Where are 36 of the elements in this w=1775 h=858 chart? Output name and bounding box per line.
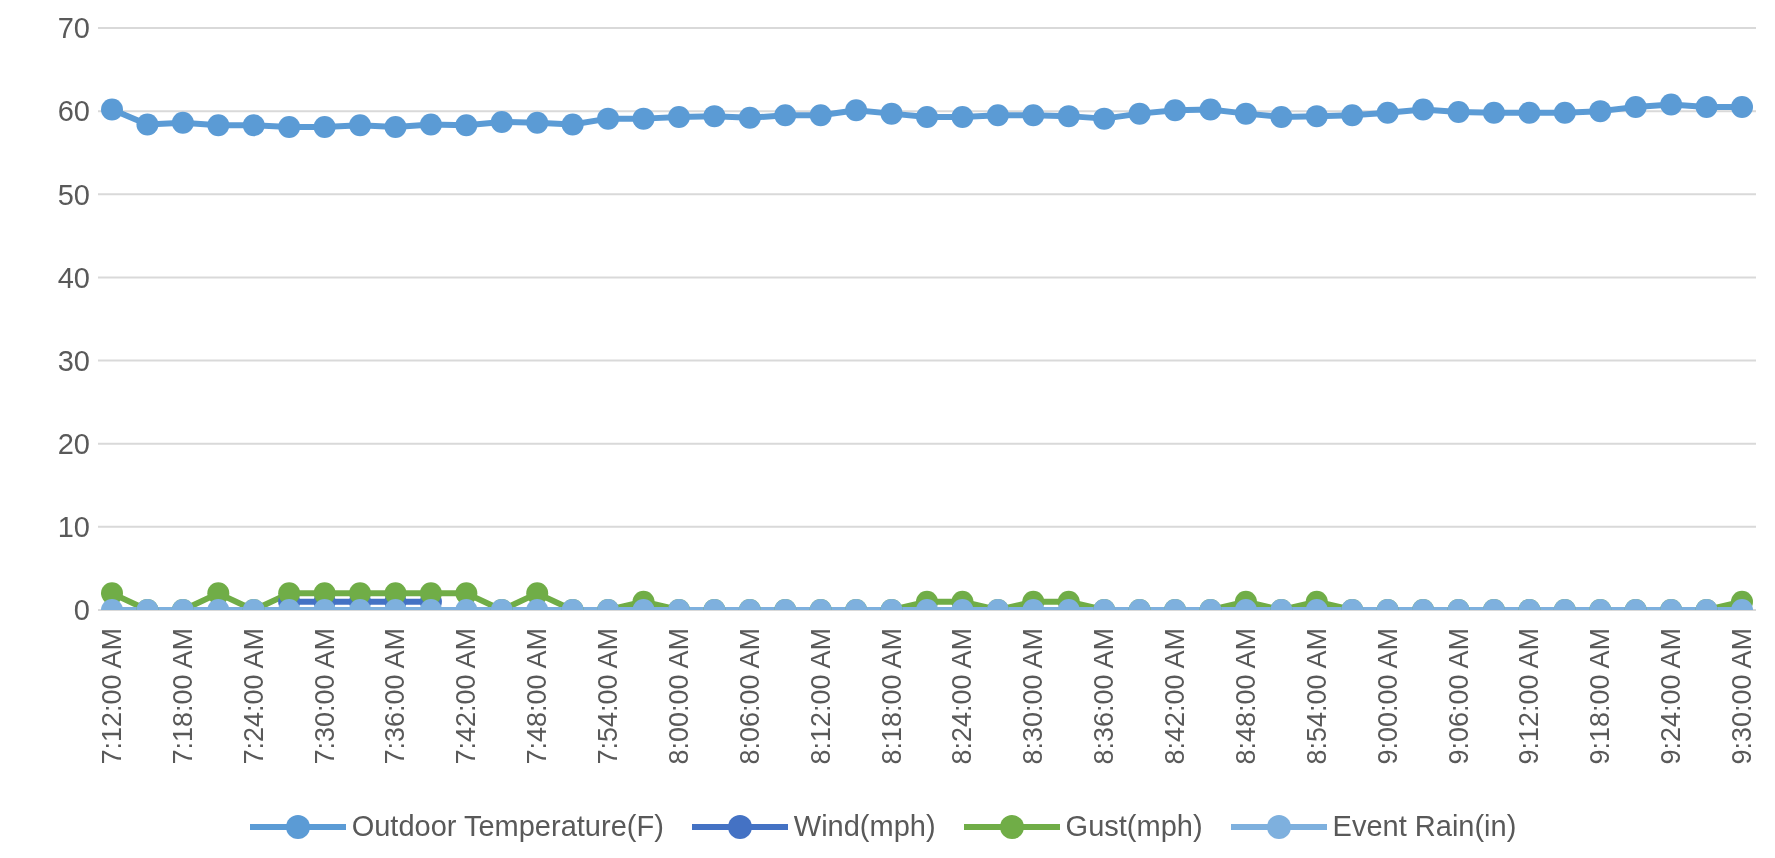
x-tick-label: 7:54:00 AM [593, 628, 624, 765]
x-tick-label: 8:30:00 AM [1018, 628, 1049, 765]
x-tick-label: 9:00:00 AM [1372, 628, 1403, 765]
x-tick-label: 9:12:00 AM [1514, 628, 1545, 765]
x-tick-label: 8:54:00 AM [1301, 628, 1332, 765]
x-tick-label: 8:36:00 AM [1089, 628, 1120, 765]
y-tick-label: 50 [57, 178, 90, 211]
x-tick-label: 7:48:00 AM [522, 628, 553, 765]
x-tick-label: 7:18:00 AM [167, 628, 198, 765]
x-tick-label: 9:30:00 AM [1727, 628, 1757, 765]
x-tick-label: 8:12:00 AM [805, 628, 836, 765]
x-tick-label: 7:36:00 AM [380, 628, 411, 765]
x-tick-label: 7:30:00 AM [309, 628, 340, 765]
y-tick-label: 30 [57, 344, 90, 377]
y-tick-label: 70 [57, 12, 90, 45]
y-tick-label: 40 [57, 261, 90, 294]
x-tick-label: 7:42:00 AM [451, 628, 482, 765]
y-tick-label: 20 [57, 428, 90, 461]
x-tick-label: 8:00:00 AM [663, 628, 694, 765]
x-tick-label: 8:24:00 AM [947, 628, 978, 765]
x-tick-label: 7:24:00 AM [238, 628, 269, 765]
x-tick-label: 8:48:00 AM [1230, 628, 1261, 765]
legend-label: Wind(mph) [793, 810, 936, 843]
legend-label: Gust(mph) [1065, 810, 1203, 843]
x-tick-label: 9:18:00 AM [1585, 628, 1616, 765]
legend-label: Outdoor Temperature(F) [351, 810, 664, 843]
y-tick-label: 10 [57, 511, 90, 544]
y-tick-label: 60 [57, 95, 90, 128]
x-tick-label: 9:06:00 AM [1443, 628, 1474, 765]
x-tick-label: 8:42:00 AM [1160, 628, 1191, 765]
y-tick-label: 0 [73, 594, 90, 627]
x-tick-label: 7:12:00 AM [97, 628, 127, 765]
x-tick-label: 8:06:00 AM [734, 628, 765, 765]
legend-label: Event Rain(in) [1332, 810, 1517, 843]
x-tick-label: 9:24:00 AM [1656, 628, 1687, 765]
x-tick-label: 8:18:00 AM [876, 628, 907, 765]
